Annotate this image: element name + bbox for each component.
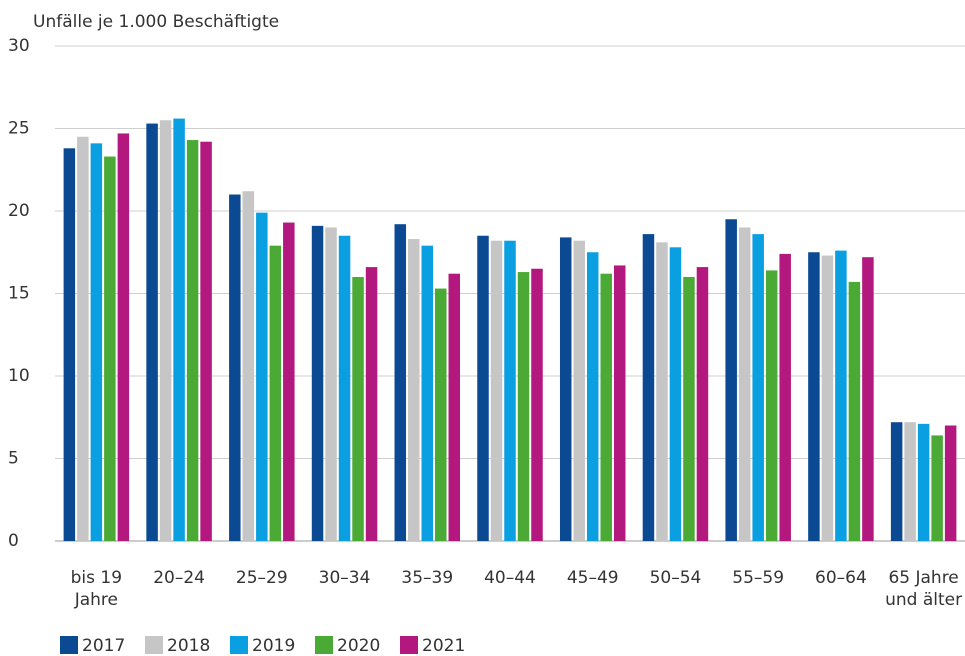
bar [821,255,834,542]
bar [600,273,612,541]
bar [77,136,89,541]
bar [765,270,778,541]
bar [311,225,324,541]
x-tick-label: 45–49 [566,568,619,588]
y-tick-label: 30 [8,36,30,56]
bar [504,240,516,541]
y-tick-label: 15 [8,284,30,304]
legend-label: 2020 [337,636,380,656]
legend-swatch [315,636,333,654]
bar [173,118,185,541]
bar [656,242,668,541]
bar [159,120,172,541]
x-tick-label: 35–39 [401,568,454,588]
x-tick-label: 65 Jahre und älter [885,568,963,610]
bar [63,148,76,542]
bar [931,435,943,541]
y-axis-title: Unfälle je 1.000 Beschäftigte [33,12,279,32]
bar [944,425,957,541]
bar [104,156,116,542]
bar [559,237,572,541]
bar [683,277,695,541]
bar [477,235,489,541]
legend-label: 2019 [252,636,295,656]
legend-swatch [145,636,163,654]
x-tick-label: 25–29 [235,568,288,588]
bar [435,288,447,541]
bar [352,277,364,541]
bar [835,250,847,541]
bar [808,252,820,541]
bar [408,239,420,542]
bar [256,212,268,541]
bar [890,422,903,541]
bar [365,267,378,541]
legend-label: 2017 [82,636,125,656]
bar [283,222,295,542]
y-tick-label: 20 [8,201,30,221]
bar [573,240,585,541]
x-tick-label: bis 19 Jahre [70,568,123,610]
bar [186,140,199,542]
y-tick-label: 0 [8,531,19,551]
bar [904,422,916,541]
bar [779,253,791,541]
x-tick-label: 20–24 [153,568,205,588]
bar [642,234,655,541]
legend-swatch [400,636,418,654]
bar [862,257,874,541]
x-tick-label: 30–34 [318,568,371,588]
y-tick-label: 10 [8,366,30,386]
bar [738,227,751,541]
bar [200,141,212,541]
bar [669,247,682,542]
bar [90,143,103,541]
legend-label: 2018 [167,636,210,656]
x-tick-label: 40–44 [484,568,536,588]
legend-label: 2021 [422,636,465,656]
bar [752,234,764,541]
y-tick-label: 25 [8,119,30,139]
legend-swatch [60,636,78,654]
bar [229,194,241,541]
bar [725,219,737,541]
bar [917,423,930,541]
y-tick-label: 5 [8,449,19,469]
bar [531,268,543,541]
bar [146,123,158,542]
bar [269,245,282,541]
bar [613,265,626,541]
x-tick-label: 60–64 [815,568,867,588]
bar [696,267,709,541]
bar [394,224,407,541]
bar [448,273,461,541]
legend-swatch [230,636,248,654]
x-tick-label: 50–54 [649,568,702,588]
bar [117,133,130,541]
bar [338,235,351,541]
bar [517,272,530,541]
bar [848,281,861,541]
bar [325,227,337,541]
bar [421,245,434,541]
bar [586,252,599,541]
bar [242,191,255,541]
x-tick-label: 55–59 [732,568,785,588]
bar [490,240,503,541]
